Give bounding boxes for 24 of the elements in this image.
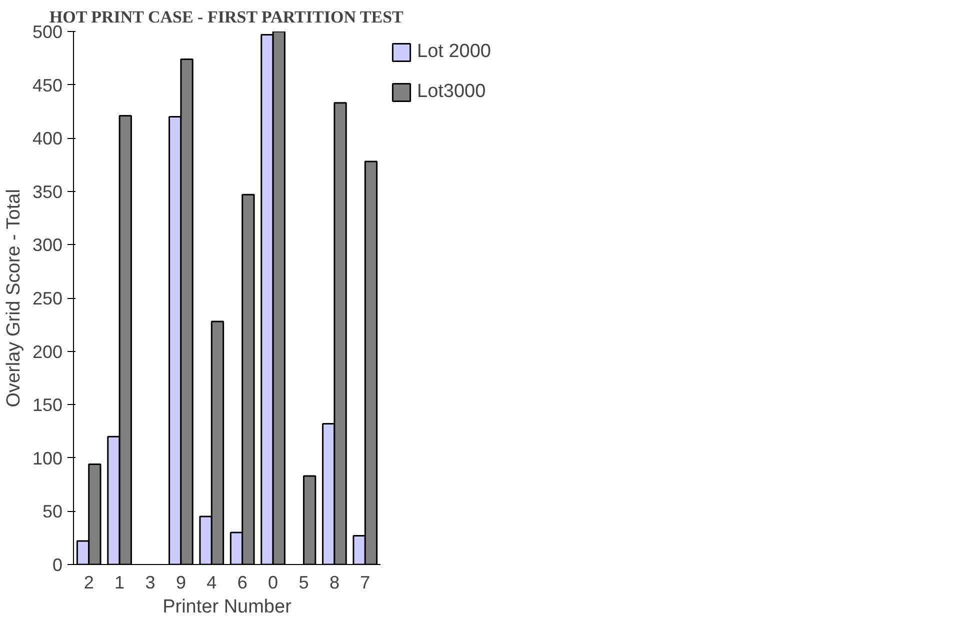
y-tick-label: 100: [32, 448, 63, 468]
y-tick-label: 350: [32, 182, 63, 202]
y-tick-label: 300: [32, 235, 63, 256]
y-tick-label: 0: [52, 555, 63, 575]
y-tick-label: 200: [32, 342, 63, 362]
x-axis-title: Printer Number: [162, 596, 292, 618]
x-tick-label: 4: [206, 572, 217, 592]
x-tick-label: 2: [84, 572, 94, 592]
y-tick-label: 250: [32, 288, 63, 308]
x-tick-label: 1: [114, 572, 125, 592]
legend-label: Lot3000: [417, 81, 486, 103]
y-tick-label: 450: [32, 75, 63, 96]
y-tick-label: 400: [32, 128, 63, 149]
y-tick-label: 50: [42, 502, 63, 522]
x-tick-label: 7: [360, 572, 370, 592]
x-tick-label: 8: [329, 572, 340, 592]
y-tick-label: 150: [32, 395, 63, 416]
x-tick-label: 9: [176, 572, 186, 592]
legend-label: Lot 2000: [417, 41, 491, 63]
x-tick-label: 3: [145, 572, 156, 592]
x-tick-label: 0: [268, 572, 278, 592]
y-axis-title: Overlay Grid Score - Total: [3, 189, 24, 408]
x-tick-label: 5: [298, 572, 309, 592]
x-tick-label: 6: [237, 572, 248, 592]
